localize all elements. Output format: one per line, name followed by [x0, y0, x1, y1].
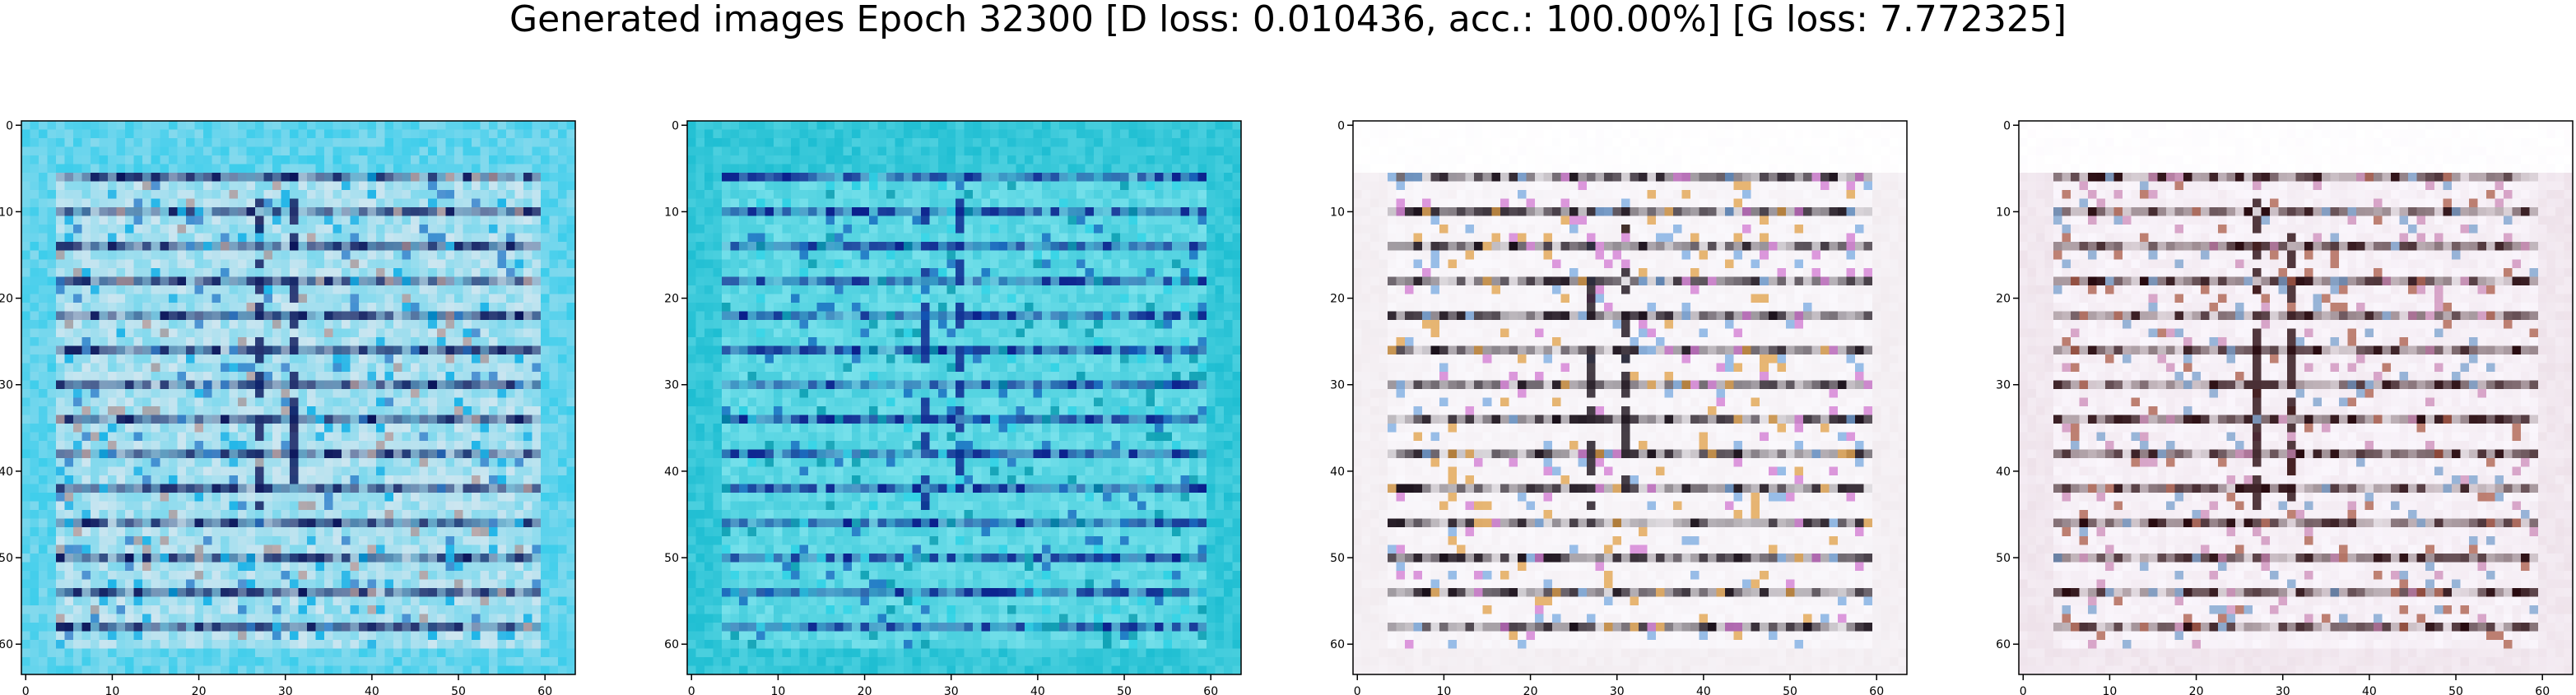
y-tick-label: 40	[0, 466, 13, 479]
y-tick-label: 30	[0, 379, 13, 392]
x-tick-label: 0	[2020, 685, 2027, 695]
image-panel-1: 0 10 20 30 40 50 60 0 10 20 30 40 50 60	[0, 119, 576, 695]
y-tick-label: 30	[1996, 379, 2011, 392]
generated-image	[21, 121, 575, 674]
y-tick-label: 0	[1337, 119, 1345, 132]
axes-frame	[686, 120, 1242, 675]
image-panel-2: 0 10 20 30 40 50 60 0 10 20 30 40 50 60	[664, 119, 1242, 695]
x-tick-label: 30	[944, 685, 959, 695]
x-tick-label: 20	[1523, 685, 1538, 695]
x-tick-label: 10	[2103, 685, 2118, 695]
x-tick-label: 50	[2448, 685, 2463, 695]
generated-image	[687, 121, 1241, 674]
y-tick-label: 0	[672, 119, 679, 132]
x-tick-label: 60	[1869, 685, 1884, 695]
y-tick-label: 50	[1330, 552, 1345, 565]
x-tick-label: 60	[1203, 685, 1218, 695]
y-tick-label: 20	[1996, 293, 2011, 306]
x-tick-label: 20	[858, 685, 872, 695]
y-tick-label: 50	[664, 552, 679, 565]
y-tick-label: 20	[0, 293, 13, 306]
generated-image	[1353, 121, 1907, 674]
x-tick-label: 50	[451, 685, 466, 695]
x-tick-label: 10	[771, 685, 786, 695]
x-tick-label: 40	[2362, 685, 2377, 695]
x-tick-label: 30	[278, 685, 293, 695]
x-tick-label: 40	[365, 685, 379, 695]
generated-image	[2019, 121, 2573, 674]
y-tick-label: 60	[1996, 638, 2011, 651]
y-tick-label: 10	[0, 206, 13, 219]
x-tick-label: 10	[105, 685, 120, 695]
y-tick-label: 60	[0, 638, 13, 651]
y-tick-label: 60	[664, 638, 679, 651]
image-panel-3: 0 10 20 30 40 50 60 0 10 20 30 40 50 60	[1330, 119, 1908, 695]
y-tick-label: 10	[1330, 206, 1345, 219]
figure-title: Generated images Epoch 32300 [D loss: 0.…	[509, 0, 2067, 40]
x-tick-label: 60	[2535, 685, 2550, 695]
x-tick-label: 40	[1030, 685, 1045, 695]
x-tick-label: 50	[1117, 685, 1132, 695]
x-tick-label: 40	[1696, 685, 1711, 695]
y-tick-label: 20	[664, 293, 679, 306]
y-tick-label: 10	[664, 206, 679, 219]
y-tick-label: 50	[0, 552, 13, 565]
x-tick-label: 0	[1354, 685, 1361, 695]
axes-frame	[21, 120, 576, 675]
y-tick-label: 0	[6, 119, 13, 132]
x-tick-label: 20	[2189, 685, 2204, 695]
image-panel-4: 0 10 20 30 40 50 60 0 10 20 30 40 50 60	[1996, 119, 2574, 695]
y-tick-label: 40	[664, 466, 679, 479]
x-tick-label: 50	[1783, 685, 1797, 695]
x-tick-label: 60	[537, 685, 552, 695]
x-tick-label: 30	[2276, 685, 2290, 695]
x-tick-label: 30	[1610, 685, 1625, 695]
axes-frame	[2018, 120, 2574, 675]
x-tick-label: 0	[688, 685, 695, 695]
x-tick-label: 20	[192, 685, 207, 695]
y-tick-label: 10	[1996, 206, 2011, 219]
y-tick-label: 0	[2003, 119, 2011, 132]
y-tick-label: 60	[1330, 638, 1345, 651]
y-tick-label: 50	[1996, 552, 2011, 565]
y-tick-label: 30	[664, 379, 679, 392]
x-tick-label: 0	[22, 685, 30, 695]
y-tick-label: 20	[1330, 293, 1345, 306]
y-tick-label: 30	[1330, 379, 1345, 392]
x-tick-label: 10	[1437, 685, 1452, 695]
y-tick-label: 40	[1996, 466, 2011, 479]
axes-frame	[1352, 120, 1908, 675]
y-tick-label: 40	[1330, 466, 1345, 479]
